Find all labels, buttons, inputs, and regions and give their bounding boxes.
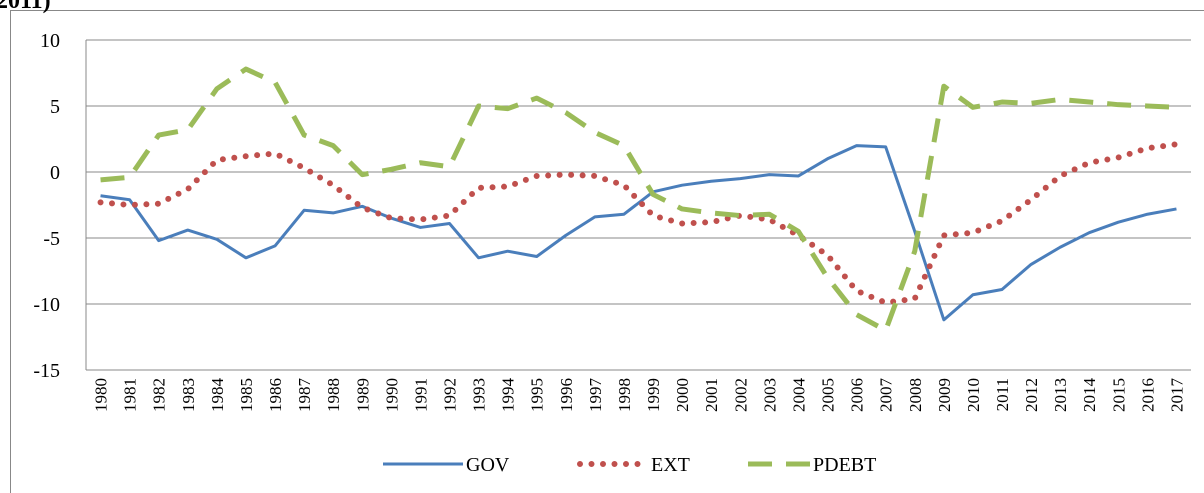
chart-title: 2011): [0, 0, 51, 14]
x-tick-label: 2004: [789, 378, 808, 413]
legend-label: GOV: [466, 454, 510, 476]
x-tick-label: 1992: [440, 378, 459, 412]
x-tick-label: 2008: [906, 378, 925, 412]
x-tick-label: 2012: [1022, 378, 1041, 412]
x-tick-label: 2006: [848, 378, 867, 412]
x-tick-label: 1997: [586, 378, 605, 413]
legend-label: EXT: [651, 454, 690, 476]
x-tick-label: 2007: [877, 378, 896, 413]
series-line: [100, 144, 1177, 322]
y-tick-label: -5: [43, 228, 60, 250]
x-tick-label: 1981: [121, 378, 140, 412]
x-tick-label: 1982: [150, 378, 169, 412]
x-tick-label: 1984: [208, 378, 227, 413]
y-tick-label: -10: [33, 294, 60, 316]
y-tick-label: 10: [40, 30, 60, 52]
x-tick-label: 2017: [1167, 378, 1186, 413]
x-tick-label: 1995: [528, 378, 547, 412]
x-tick-label: 1988: [324, 378, 343, 412]
x-tick-label: 2000: [673, 378, 692, 412]
x-tick-label: 2005: [819, 378, 838, 412]
x-tick-label: 2003: [760, 378, 779, 412]
x-tick-label: 2010: [964, 378, 983, 412]
x-tick-label: 1983: [179, 378, 198, 412]
series-line: [97, 141, 1180, 306]
x-tick-label: 1998: [615, 378, 634, 412]
y-tick-label: 0: [50, 162, 60, 184]
x-tick-label: 1993: [470, 378, 489, 412]
legend-label: PDEBT: [813, 454, 876, 476]
y-tick-label: -15: [33, 360, 60, 382]
x-tick-label: 1996: [557, 378, 576, 412]
x-tick-label: 2011: [993, 378, 1012, 411]
x-tick-label: 1985: [237, 378, 256, 412]
x-tick-label: 2014: [1080, 378, 1099, 413]
x-tick-label: 1991: [411, 378, 430, 412]
x-tick-label: 1980: [92, 378, 111, 412]
y-tick-label: 5: [50, 96, 60, 118]
x-tick-label: 1999: [644, 378, 663, 412]
x-tick-label: 1994: [499, 378, 518, 413]
series-line: [100, 66, 1177, 333]
chart-frame: [10, 10, 1204, 493]
x-tick-label: 1990: [382, 378, 401, 412]
x-tick-label: 2013: [1051, 378, 1070, 412]
x-tick-label: 2001: [702, 378, 721, 412]
x-tick-label: 1986: [266, 378, 285, 412]
x-tick-label: 2016: [1138, 378, 1157, 412]
x-tick-label: 1989: [353, 378, 372, 412]
x-tick-label: 2002: [731, 378, 750, 412]
x-tick-label: 2009: [935, 378, 954, 412]
x-tick-label: 1987: [295, 378, 314, 413]
x-tick-label: 2015: [1109, 378, 1128, 412]
